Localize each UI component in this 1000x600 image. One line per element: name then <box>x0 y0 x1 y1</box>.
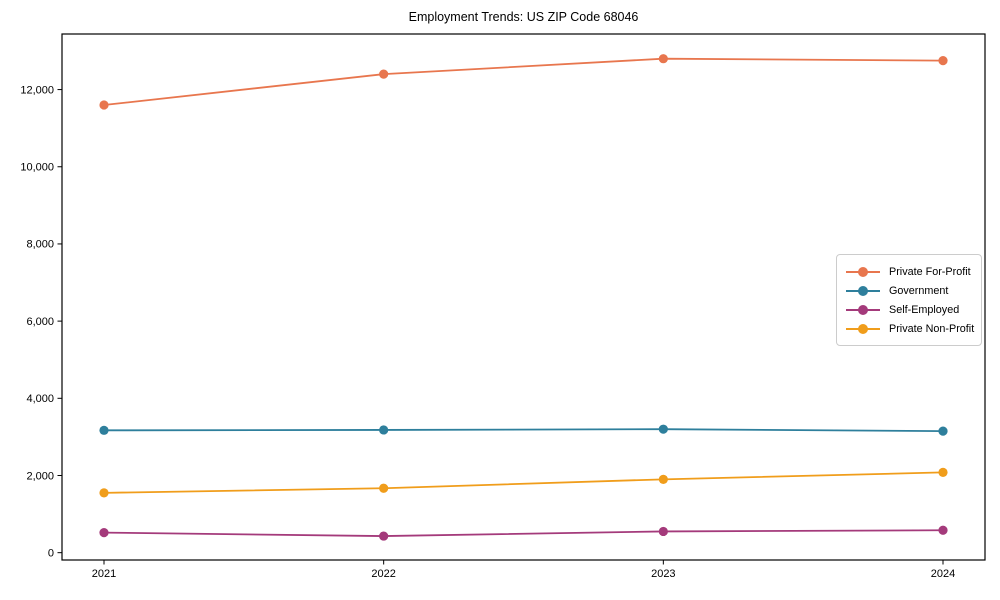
data-point-private-non-profit-2021 <box>99 488 109 498</box>
data-point-private-for-profit-2023 <box>658 54 668 64</box>
y-axis-tick-label: 6,000 <box>26 316 54 328</box>
y-axis-tick-label: 0 <box>48 547 54 559</box>
data-point-private-for-profit-2024 <box>938 56 948 66</box>
x-axis-tick-label: 2021 <box>92 568 116 580</box>
series-line-private-for-profit <box>103 57 944 106</box>
y-axis-tick-label: 8,000 <box>26 239 54 251</box>
y-axis-tick-label: 4,000 <box>26 393 54 405</box>
y-axis-tick-label: 2,000 <box>26 470 54 482</box>
data-point-private-for-profit-2022 <box>379 69 389 79</box>
y-axis-tick-label: 10,000 <box>20 162 54 174</box>
data-point-private-non-profit-2023 <box>658 474 668 484</box>
data-point-government-2023 <box>658 424 668 434</box>
series-line-government <box>103 428 944 433</box>
legend-item-government: Government <box>846 281 972 300</box>
legend-item-private-for-profit: Private For-Profit <box>846 262 972 281</box>
legend-item-self-employed: Self-Employed <box>846 300 972 319</box>
data-point-government-2024 <box>938 426 948 436</box>
data-point-self-employed-2021 <box>99 528 109 538</box>
y-axis-tick-label: 12,000 <box>20 84 54 96</box>
legend-label: Private Non-Profit <box>889 322 975 335</box>
legend-marker-icon <box>846 304 880 316</box>
data-point-private-non-profit-2022 <box>379 483 389 493</box>
legend-marker-icon <box>846 285 880 297</box>
series-line-self-employed <box>103 529 944 537</box>
data-point-government-2021 <box>99 425 109 435</box>
chart-title: Employment Trends: US ZIP Code 68046 <box>408 10 639 24</box>
legend: Private For-Profit Government Self-Employe… <box>836 254 982 346</box>
legend-marker-icon <box>846 266 880 278</box>
data-point-private-non-profit-2024 <box>938 467 948 477</box>
x-axis-tick-label: 2024 <box>931 568 955 580</box>
legend-label: Government <box>889 284 949 297</box>
legend-label: Private For-Profit <box>889 265 971 278</box>
data-point-self-employed-2022 <box>379 531 389 541</box>
x-axis-tick-label: 2022 <box>371 568 395 580</box>
data-point-self-employed-2023 <box>658 526 668 537</box>
legend-item-private-non-profit: Private Non-Profit <box>846 319 975 338</box>
plot-frame <box>61 33 986 561</box>
legend-marker-icon <box>846 323 880 335</box>
data-point-private-for-profit-2021 <box>99 100 109 110</box>
data-point-government-2022 <box>379 425 389 435</box>
data-point-self-employed-2024 <box>938 525 948 535</box>
legend-label: Self-Employed <box>889 303 960 316</box>
series-line-private-non-profit <box>103 471 944 494</box>
x-axis-tick-label: 2023 <box>651 568 675 580</box>
